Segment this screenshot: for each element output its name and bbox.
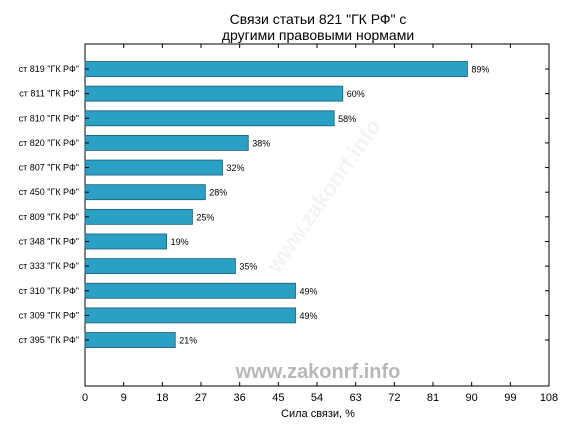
y-tick-label: ст 807 "ГК РФ" [19, 163, 79, 173]
y-tick-label: ст 450 "ГК РФ" [19, 187, 79, 197]
bar [84, 233, 168, 250]
ticks-group: ст 819 "ГК РФ" ст 811 "ГК РФ" ст 810 "ГК Р… [19, 44, 558, 404]
x-tick-label: 99 [504, 392, 516, 404]
y-tick-label: ст 333 "ГК РФ" [19, 261, 79, 271]
bar-value-label: 25% [196, 212, 214, 222]
x-tick-label: 108 [540, 392, 558, 404]
x-tick-label: 0 [82, 392, 88, 404]
x-tick-label: 90 [466, 392, 478, 404]
y-tick-label: ст 811 "ГК РФ" [19, 89, 79, 99]
bar [84, 61, 468, 77]
bar [84, 184, 206, 201]
chart-title-line-2: другими правовыми нормами [222, 27, 414, 43]
bar [84, 282, 296, 299]
bar-value-label: 19% [171, 237, 189, 247]
bar-value-label: 35% [239, 262, 257, 272]
bar [84, 332, 176, 348]
bar-value-label: 38% [252, 138, 270, 148]
y-tick-label: ст 820 "ГК РФ" [19, 138, 79, 148]
y-tick-label: ст 348 "ГК РФ" [19, 236, 79, 246]
bar-value-label: 32% [226, 163, 244, 173]
y-tick-label: ст 819 "ГК РФ" [19, 64, 79, 74]
y-tick-label: ст 309 "ГК РФ" [19, 310, 79, 320]
x-axis-label: Сила связи, % [281, 408, 355, 420]
x-tick-label: 63 [350, 392, 362, 404]
bars-group: 89% 60% 58% 38% 32% 28% 25% 19% 35% 49% 49% 21% [84, 61, 489, 348]
x-tick-label: 18 [156, 392, 168, 404]
bar-value-label: 49% [300, 311, 318, 321]
x-tick-label: 36 [234, 392, 246, 404]
x-tick-label: 27 [195, 392, 207, 404]
bar [84, 135, 249, 151]
bar-value-label: 58% [338, 114, 356, 124]
x-tick-label: 45 [272, 392, 284, 404]
y-tick-label: ст 310 "ГК РФ" [19, 286, 79, 296]
bar [84, 307, 296, 324]
y-tick-label: ст 395 "ГК РФ" [19, 335, 79, 345]
y-tick-label: ст 810 "ГК РФ" [19, 113, 79, 123]
bar [84, 258, 236, 275]
x-tick-label: 9 [121, 392, 127, 404]
bar [84, 110, 335, 127]
x-tick-label: 81 [427, 392, 439, 404]
bar [84, 159, 223, 176]
bar [84, 85, 344, 102]
x-tick-label: 72 [388, 392, 400, 404]
bar [84, 208, 193, 225]
bar-value-label: 89% [471, 65, 489, 75]
site-watermark: www.zakonrf.info [235, 361, 401, 383]
x-tick-label: 54 [311, 392, 323, 404]
y-tick-label: ст 809 "ГК РФ" [19, 212, 79, 222]
bar-value-label: 60% [347, 89, 365, 99]
bar-value-label: 21% [179, 336, 197, 346]
chart-title-line-1: Связи статьи 821 "ГК РФ" с [230, 11, 407, 27]
diagonal-watermark: www.zakonrf.info [261, 114, 386, 278]
bar-value-label: 49% [300, 286, 318, 296]
bar-value-label: 28% [209, 188, 227, 198]
